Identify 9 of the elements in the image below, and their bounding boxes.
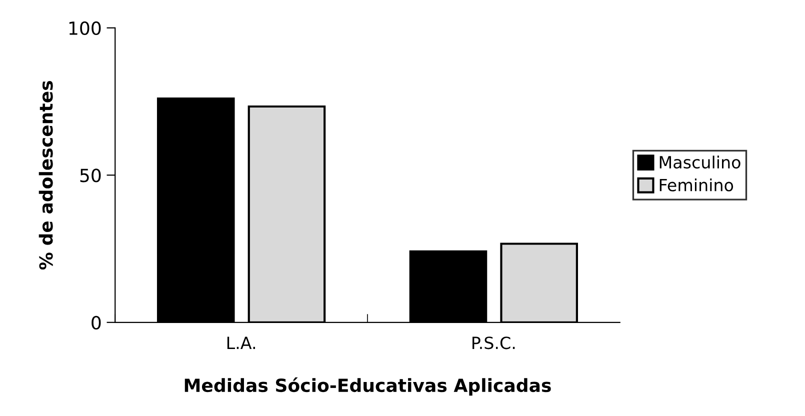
x-axis-title: Medidas Sócio-Educativas Aplicadas <box>184 377 551 396</box>
y-axis-title: % de adolescentes <box>38 81 53 270</box>
x-tick-label: P.S.C. <box>472 336 515 350</box>
y-tick-label: 100 <box>69 21 101 35</box>
legend-label: Masculino <box>660 156 740 169</box>
y-tick-label: 50 <box>80 168 101 182</box>
x-tick-label: L.A. <box>227 336 255 349</box>
legend-label: Feminino <box>660 178 734 192</box>
y-tick-label: 0 <box>92 316 101 330</box>
